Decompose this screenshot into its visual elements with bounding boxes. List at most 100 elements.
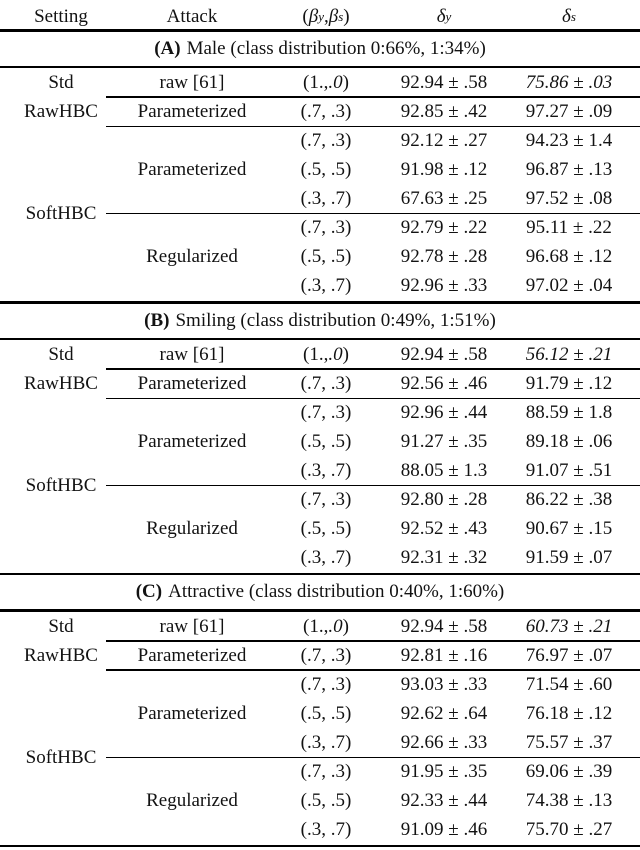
beta-cell: (.7, .3) <box>300 401 352 423</box>
delta-y-cell: 92.85 ± .42 <box>400 100 488 122</box>
delta-s-cell: 91.07 ± .51 <box>525 460 613 482</box>
delta-y-cell: 92.96 ± .44 <box>400 401 488 423</box>
delta-s-cell: 95.11 ± .22 <box>526 217 612 239</box>
beta-cell: (.7, .3) <box>300 129 352 151</box>
attack-label-parameterized: Parameterized <box>137 702 247 724</box>
delta-y-cell: 93.03 ± .33 <box>400 673 488 695</box>
delta-s-cell: 76.18 ± .12 <box>525 702 613 724</box>
section-a-body: Std RawHBC SoftHBC raw [61] Parameterize… <box>0 68 640 301</box>
delta-s-cell: 75.57 ± .37 <box>525 731 613 753</box>
setting-label-std: Std <box>48 71 74 93</box>
delta-s-cell: 89.18 ± .06 <box>525 430 613 452</box>
col-header-setting: Setting <box>34 5 88 27</box>
setting-label-rawhbc: RawHBC <box>24 372 98 394</box>
delta-s-cell: 76.97 ± .07 <box>525 644 613 666</box>
attack-label-regularized: Regularized <box>146 246 238 268</box>
beta-cell: (.3, .7) <box>300 731 352 753</box>
beta-cell: (.5, .5) <box>300 159 352 181</box>
delta-y-cell: 92.79 ± .22 <box>400 217 488 239</box>
attack-label-regularized: Regularized <box>146 518 238 540</box>
beta-cell: (.5, .5) <box>300 518 352 540</box>
attack-label-raw: raw [61] <box>159 343 225 365</box>
delta-s-cell: 94.23 ± 1.4 <box>525 129 613 151</box>
beta-cell: (1., .0) <box>303 71 349 93</box>
thick-rule <box>0 300 640 304</box>
attack-label-raw: raw [61] <box>159 615 225 637</box>
beta-cell: (.7, .3) <box>300 644 352 666</box>
attack-label-parameterized: Parameterized <box>137 430 247 452</box>
delta-s-cell: 69.06 ± .39 <box>525 761 613 783</box>
thick-rule <box>0 609 640 613</box>
beta-cell: (.5, .5) <box>300 702 352 724</box>
delta-s-cell: 75.86 ± .03 <box>525 71 613 93</box>
setting-label-softhbc: SoftHBC <box>25 746 97 768</box>
setting-label-rawhbc: RawHBC <box>24 644 98 666</box>
beta-cell: (.7, .3) <box>300 100 352 122</box>
section-c-body: Std RawHBC SoftHBC raw [61] Parameterize… <box>0 612 640 845</box>
thick-rule <box>0 29 640 32</box>
section-a-header: (A) Male (class distribution 0:66%, 1:34… <box>0 32 640 66</box>
attack-label-raw: raw [61] <box>159 71 225 93</box>
partial-rule <box>106 397 640 399</box>
beta-cell: (.3, .7) <box>300 819 352 841</box>
beta-cell: (.7, .3) <box>300 761 352 783</box>
col-header-betas: (β y, β s) <box>302 5 350 27</box>
delta-y-cell: 92.56 ± .46 <box>400 372 488 394</box>
setting-label-std: Std <box>48 343 74 365</box>
section-title: Male (class distribution 0:66%, 1:34%) <box>186 37 486 59</box>
delta-s-cell: 90.67 ± .15 <box>525 518 613 540</box>
setting-label-rawhbc: RawHBC <box>24 100 98 122</box>
delta-y-cell: 92.94 ± .58 <box>400 615 488 637</box>
partial-rule <box>106 125 640 127</box>
delta-y-cell: 91.98 ± .12 <box>400 159 488 181</box>
partial-rule <box>106 368 640 370</box>
attack-label-parameterized: Parameterized <box>137 159 247 181</box>
delta-y-cell: 92.94 ± .58 <box>400 71 488 93</box>
attack-label-parameterized: Parameterized <box>137 372 247 394</box>
beta-cell: (.3, .7) <box>300 547 352 569</box>
partial-rule <box>106 484 640 487</box>
beta-cell: (.5, .5) <box>300 790 352 812</box>
partial-rule <box>106 212 640 215</box>
delta-s-cell: 86.22 ± .38 <box>525 489 613 511</box>
col-header-attack: Attack <box>166 5 218 27</box>
delta-y-cell: 92.52 ± .43 <box>400 518 488 540</box>
delta-y-cell: 92.31 ± .32 <box>400 547 488 569</box>
partial-rule <box>106 756 640 759</box>
delta-y-cell: 91.09 ± .46 <box>400 819 488 841</box>
thick-rule-bottom <box>0 844 640 848</box>
delta-y-cell: 92.80 ± .28 <box>400 489 488 511</box>
delta-y-cell: 88.05 ± 1.3 <box>400 460 488 482</box>
delta-y-cell: 92.81 ± .16 <box>400 644 488 666</box>
beta-cell: (.5, .5) <box>300 430 352 452</box>
beta-cell: (.3, .7) <box>300 460 352 482</box>
delta-y-cell: 91.27 ± .35 <box>400 430 488 452</box>
partial-rule <box>106 96 640 98</box>
delta-y-cell: 67.63 ± .25 <box>400 188 488 210</box>
delta-s-cell: 96.68 ± .12 <box>525 246 613 268</box>
partial-rule <box>106 669 640 671</box>
delta-s-cell: 91.79 ± .12 <box>525 372 613 394</box>
setting-label-softhbc: SoftHBC <box>25 474 97 496</box>
beta-cell: (.7, .3) <box>300 217 352 239</box>
delta-s-cell: 56.12 ± .21 <box>525 343 613 365</box>
delta-s-cell: 75.70 ± .27 <box>525 819 613 841</box>
setting-label-softhbc: SoftHBC <box>25 202 97 224</box>
beta-cell: (1., .0) <box>303 615 349 637</box>
thick-rule <box>0 572 640 576</box>
partial-rule <box>106 640 640 642</box>
section-tag: (B) <box>144 309 170 331</box>
delta-s-cell: 74.38 ± .13 <box>525 790 613 812</box>
delta-s-cell: 91.59 ± .07 <box>525 547 613 569</box>
delta-y-cell: 92.94 ± .58 <box>400 343 488 365</box>
delta-y-cell: 92.96 ± .33 <box>400 275 488 297</box>
delta-y-cell: 92.78 ± .28 <box>400 246 488 268</box>
beta-cell: (.7, .3) <box>300 372 352 394</box>
delta-y-cell: 92.12 ± .27 <box>400 129 488 151</box>
beta-cell: (1., .0) <box>303 343 349 365</box>
delta-s-cell: 88.59 ± 1.8 <box>525 401 613 423</box>
delta-s-cell: 71.54 ± .60 <box>525 673 613 695</box>
section-title: Attractive (class distribution 0:40%, 1:… <box>168 581 505 603</box>
